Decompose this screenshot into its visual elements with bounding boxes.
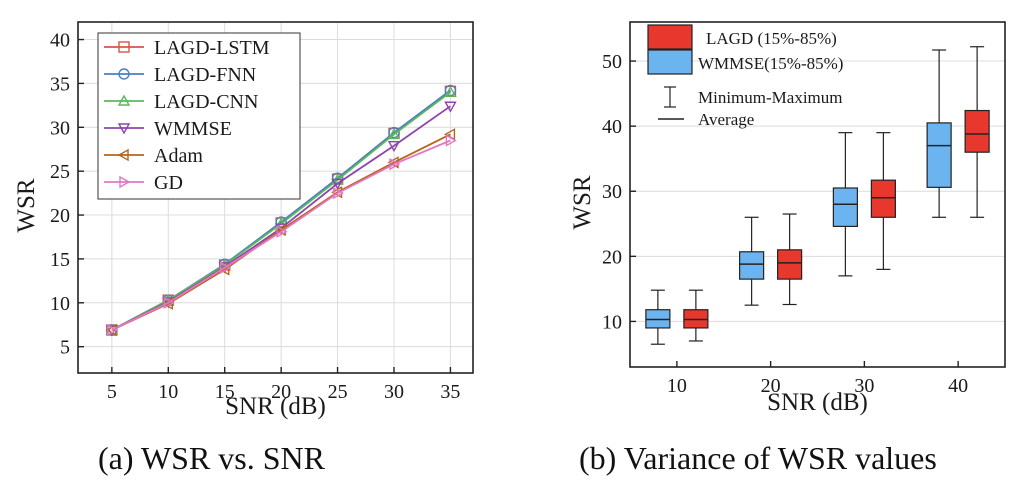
x-tick-label-a: 5	[107, 381, 117, 403]
caption-a: (a) WSR vs. SNR	[98, 440, 325, 476]
box	[870, 179, 896, 218]
data-point	[444, 84, 457, 97]
box	[926, 122, 952, 188]
y-tick-label-b: 20	[602, 246, 622, 268]
x-tick-label-a: 15	[215, 381, 235, 403]
box	[739, 251, 765, 280]
y-tick-label-a: 15	[50, 249, 70, 271]
plot-frame-b	[629, 21, 1006, 368]
y-tick-label-b: 50	[602, 51, 622, 73]
legend-box-a	[97, 32, 301, 200]
legend-label: LAGD-CNN	[154, 91, 258, 113]
y-tick-label-a: 30	[50, 117, 70, 139]
data-point	[444, 85, 457, 97]
data-point	[389, 157, 401, 171]
y-tick-label-b: 10	[602, 311, 622, 333]
legend-marker	[117, 94, 131, 106]
data-point	[105, 325, 119, 337]
x-tick-label-b: 30	[854, 375, 874, 397]
x-axis-label-b: SNR (dB)	[767, 389, 868, 416]
y-axis-label-a: WSR	[13, 178, 40, 233]
x-axis-label-a: SNR (dB)	[225, 393, 326, 420]
caption-b: (b) Variance of WSR values	[579, 440, 937, 476]
x-tick-label-a: 20	[271, 381, 291, 403]
y-tick-label-a: 5	[60, 337, 70, 359]
data-point	[388, 126, 400, 139]
y-tick-label-a: 35	[50, 73, 70, 95]
legend-label-lagd: LAGD (15%-85%)	[706, 29, 837, 48]
data-point	[107, 323, 119, 337]
data-point	[332, 186, 345, 200]
x-tick-label-a: 30	[384, 381, 404, 403]
x-tick-label-a: 35	[440, 381, 460, 403]
box	[964, 109, 990, 153]
legend-label-average: Average	[698, 110, 754, 129]
plot-frame-a	[77, 21, 474, 374]
legend-marker	[117, 148, 129, 162]
series-line	[111, 139, 451, 331]
legend-marker	[118, 68, 130, 80]
legend-marker	[119, 175, 131, 189]
legend-label: GD	[154, 172, 183, 194]
legend-label: LAGD-FNN	[154, 64, 256, 86]
legend-label-wmmse: WMMSE(15%-85%)	[698, 54, 843, 73]
x-tick-label-b: 20	[761, 375, 781, 397]
data-point	[387, 141, 401, 153]
legend-label: Adam	[154, 145, 203, 167]
box	[832, 187, 858, 227]
legend-swatch-lagd	[647, 24, 693, 50]
legend-marker	[117, 123, 131, 135]
data-point	[276, 225, 288, 238]
y-tick-label-a: 25	[50, 161, 70, 183]
y-tick-label-a: 40	[50, 30, 70, 52]
x-tick-label-a: 25	[328, 381, 348, 403]
data-point	[444, 101, 457, 113]
legend-label-minmax: Minimum-Maximum	[698, 88, 843, 107]
legend-swatch-wmmse	[647, 49, 693, 75]
x-tick-label-b: 10	[667, 375, 687, 397]
y-tick-label-b: 30	[602, 181, 622, 203]
y-axis-label-b: WSR	[569, 175, 596, 230]
data-point	[445, 134, 457, 147]
data-point	[163, 296, 175, 309]
y-tick-label-a: 10	[50, 293, 70, 315]
data-point	[220, 261, 232, 274]
x-tick-label-a: 10	[158, 381, 178, 403]
legend-label: WMMSE	[154, 118, 232, 140]
box	[777, 249, 803, 280]
x-tick-label-b: 40	[948, 375, 968, 397]
legend-marker	[118, 41, 130, 53]
data-point	[331, 178, 344, 190]
data-point	[387, 127, 401, 140]
y-tick-label-b: 40	[602, 116, 622, 138]
y-tick-label-a: 20	[50, 205, 70, 227]
legend-label: LAGD-LSTM	[154, 37, 270, 59]
